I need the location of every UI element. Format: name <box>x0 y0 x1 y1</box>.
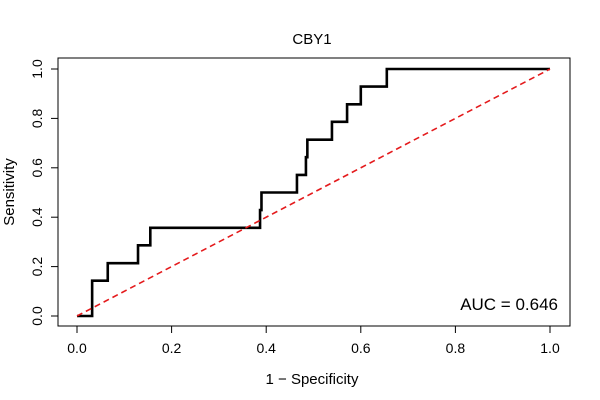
x-tick-label: 0.8 <box>446 340 466 356</box>
x-tick-label: 0.6 <box>351 340 371 356</box>
x-axis: 0.0 0.2 0.4 0.6 0.8 1.0 <box>67 325 560 356</box>
x-tick-label: 0.4 <box>256 340 276 356</box>
x-tick-label: 1.0 <box>540 340 560 356</box>
y-tick-label: 0.0 <box>29 306 45 326</box>
series-layer <box>76 67 551 318</box>
auc-annotation: AUC = 0.646 <box>460 295 558 314</box>
y-axis: 0.0 0.2 0.4 0.6 0.8 1.0 <box>29 59 59 326</box>
y-tick-label: 0.8 <box>29 108 45 128</box>
y-axis-label: Sensitivity <box>1 158 18 226</box>
roc-curve <box>77 67 550 318</box>
chart-title: CBY1 <box>292 31 331 48</box>
x-axis-label: 1 − Specificity <box>266 371 359 388</box>
y-tick-label: 1.0 <box>29 59 45 79</box>
x-tick-label: 0.0 <box>67 340 87 356</box>
y-tick-label: 0.6 <box>29 158 45 178</box>
x-tick-label: 0.2 <box>162 340 182 356</box>
y-tick-label: 0.4 <box>29 207 45 227</box>
reference-diagonal <box>76 68 551 317</box>
y-tick-label: 0.2 <box>29 257 45 277</box>
